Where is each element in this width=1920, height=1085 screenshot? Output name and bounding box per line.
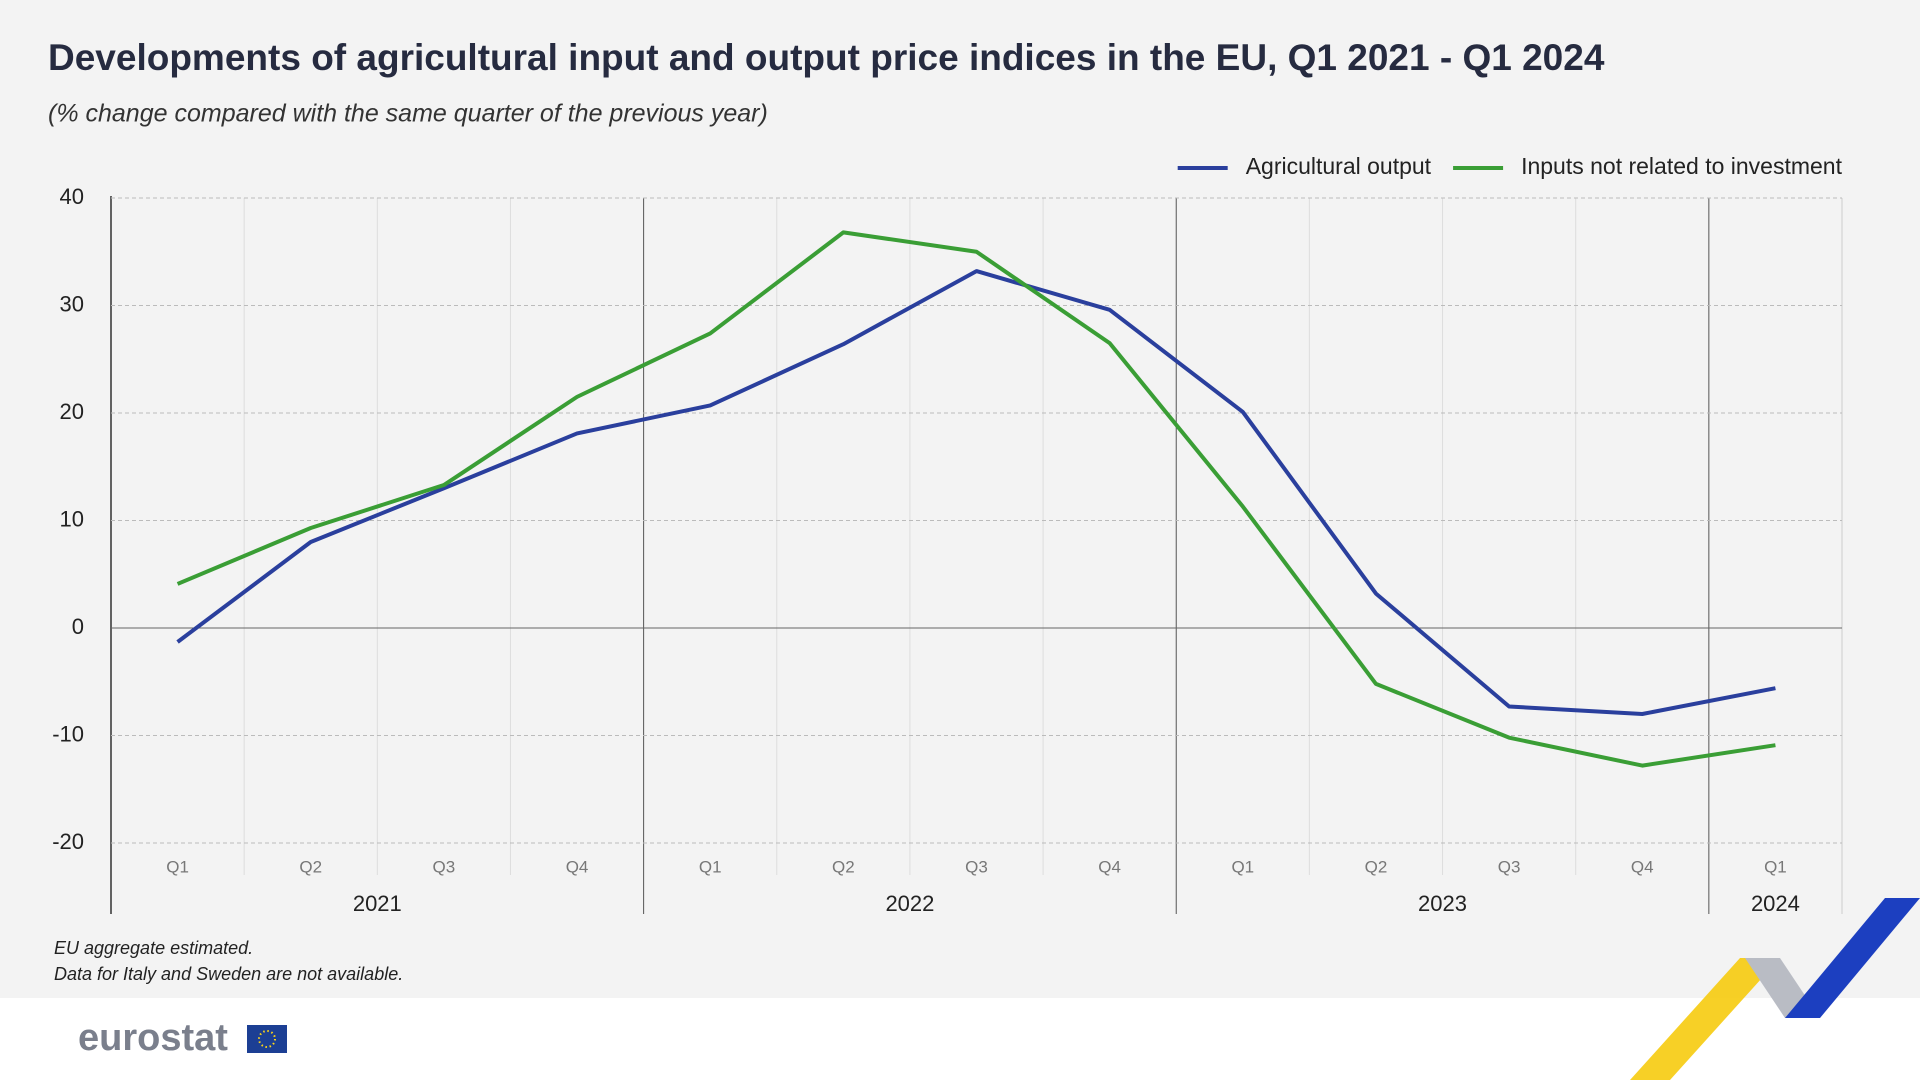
x-tick-label: Q1 <box>166 857 189 876</box>
legend-label: Inputs not related to investment <box>1521 153 1843 179</box>
x-tick-label: Q1 <box>1764 857 1787 876</box>
x-group-label: 2022 <box>885 891 934 916</box>
logo-text: eurostat <box>78 1017 228 1059</box>
series-line <box>176 230 1776 768</box>
legend-label: Agricultural output <box>1246 153 1432 179</box>
y-tick-label: -20 <box>52 829 84 854</box>
x-tick-label: Q3 <box>433 857 456 876</box>
x-tick-label: Q4 <box>566 857 589 876</box>
x-tick-label: Q2 <box>1365 857 1388 876</box>
x-tick-label: Q4 <box>1631 857 1654 876</box>
y-tick-label: 40 <box>60 184 84 209</box>
y-tick-label: 10 <box>60 506 84 531</box>
x-group-label: 2023 <box>1418 891 1467 916</box>
x-tick-label: Q2 <box>299 857 322 876</box>
y-tick-label: 20 <box>60 399 84 424</box>
x-tick-label: Q3 <box>965 857 988 876</box>
x-tick-label: Q2 <box>832 857 855 876</box>
series-line <box>176 269 1776 716</box>
footnote: EU aggregate estimated. <box>54 938 253 958</box>
x-group-label: 2021 <box>353 891 402 916</box>
y-tick-label: 30 <box>60 291 84 316</box>
x-group-label: 2024 <box>1751 891 1800 916</box>
decoration <box>1630 898 1920 1080</box>
x-tick-label: Q1 <box>1231 857 1254 876</box>
x-tick-label: Q1 <box>699 857 722 876</box>
background <box>0 0 1920 998</box>
chart-title: Developments of agricultural input and o… <box>48 37 1605 78</box>
y-tick-label: 0 <box>72 614 84 639</box>
footnote: Data for Italy and Sweden are not availa… <box>54 964 403 984</box>
chart-subtitle: (% change compared with the same quarter… <box>48 100 768 128</box>
x-tick-label: Q4 <box>1098 857 1121 876</box>
eu-flag <box>247 1025 287 1053</box>
y-tick-label: -10 <box>52 721 84 746</box>
x-tick-label: Q3 <box>1498 857 1521 876</box>
